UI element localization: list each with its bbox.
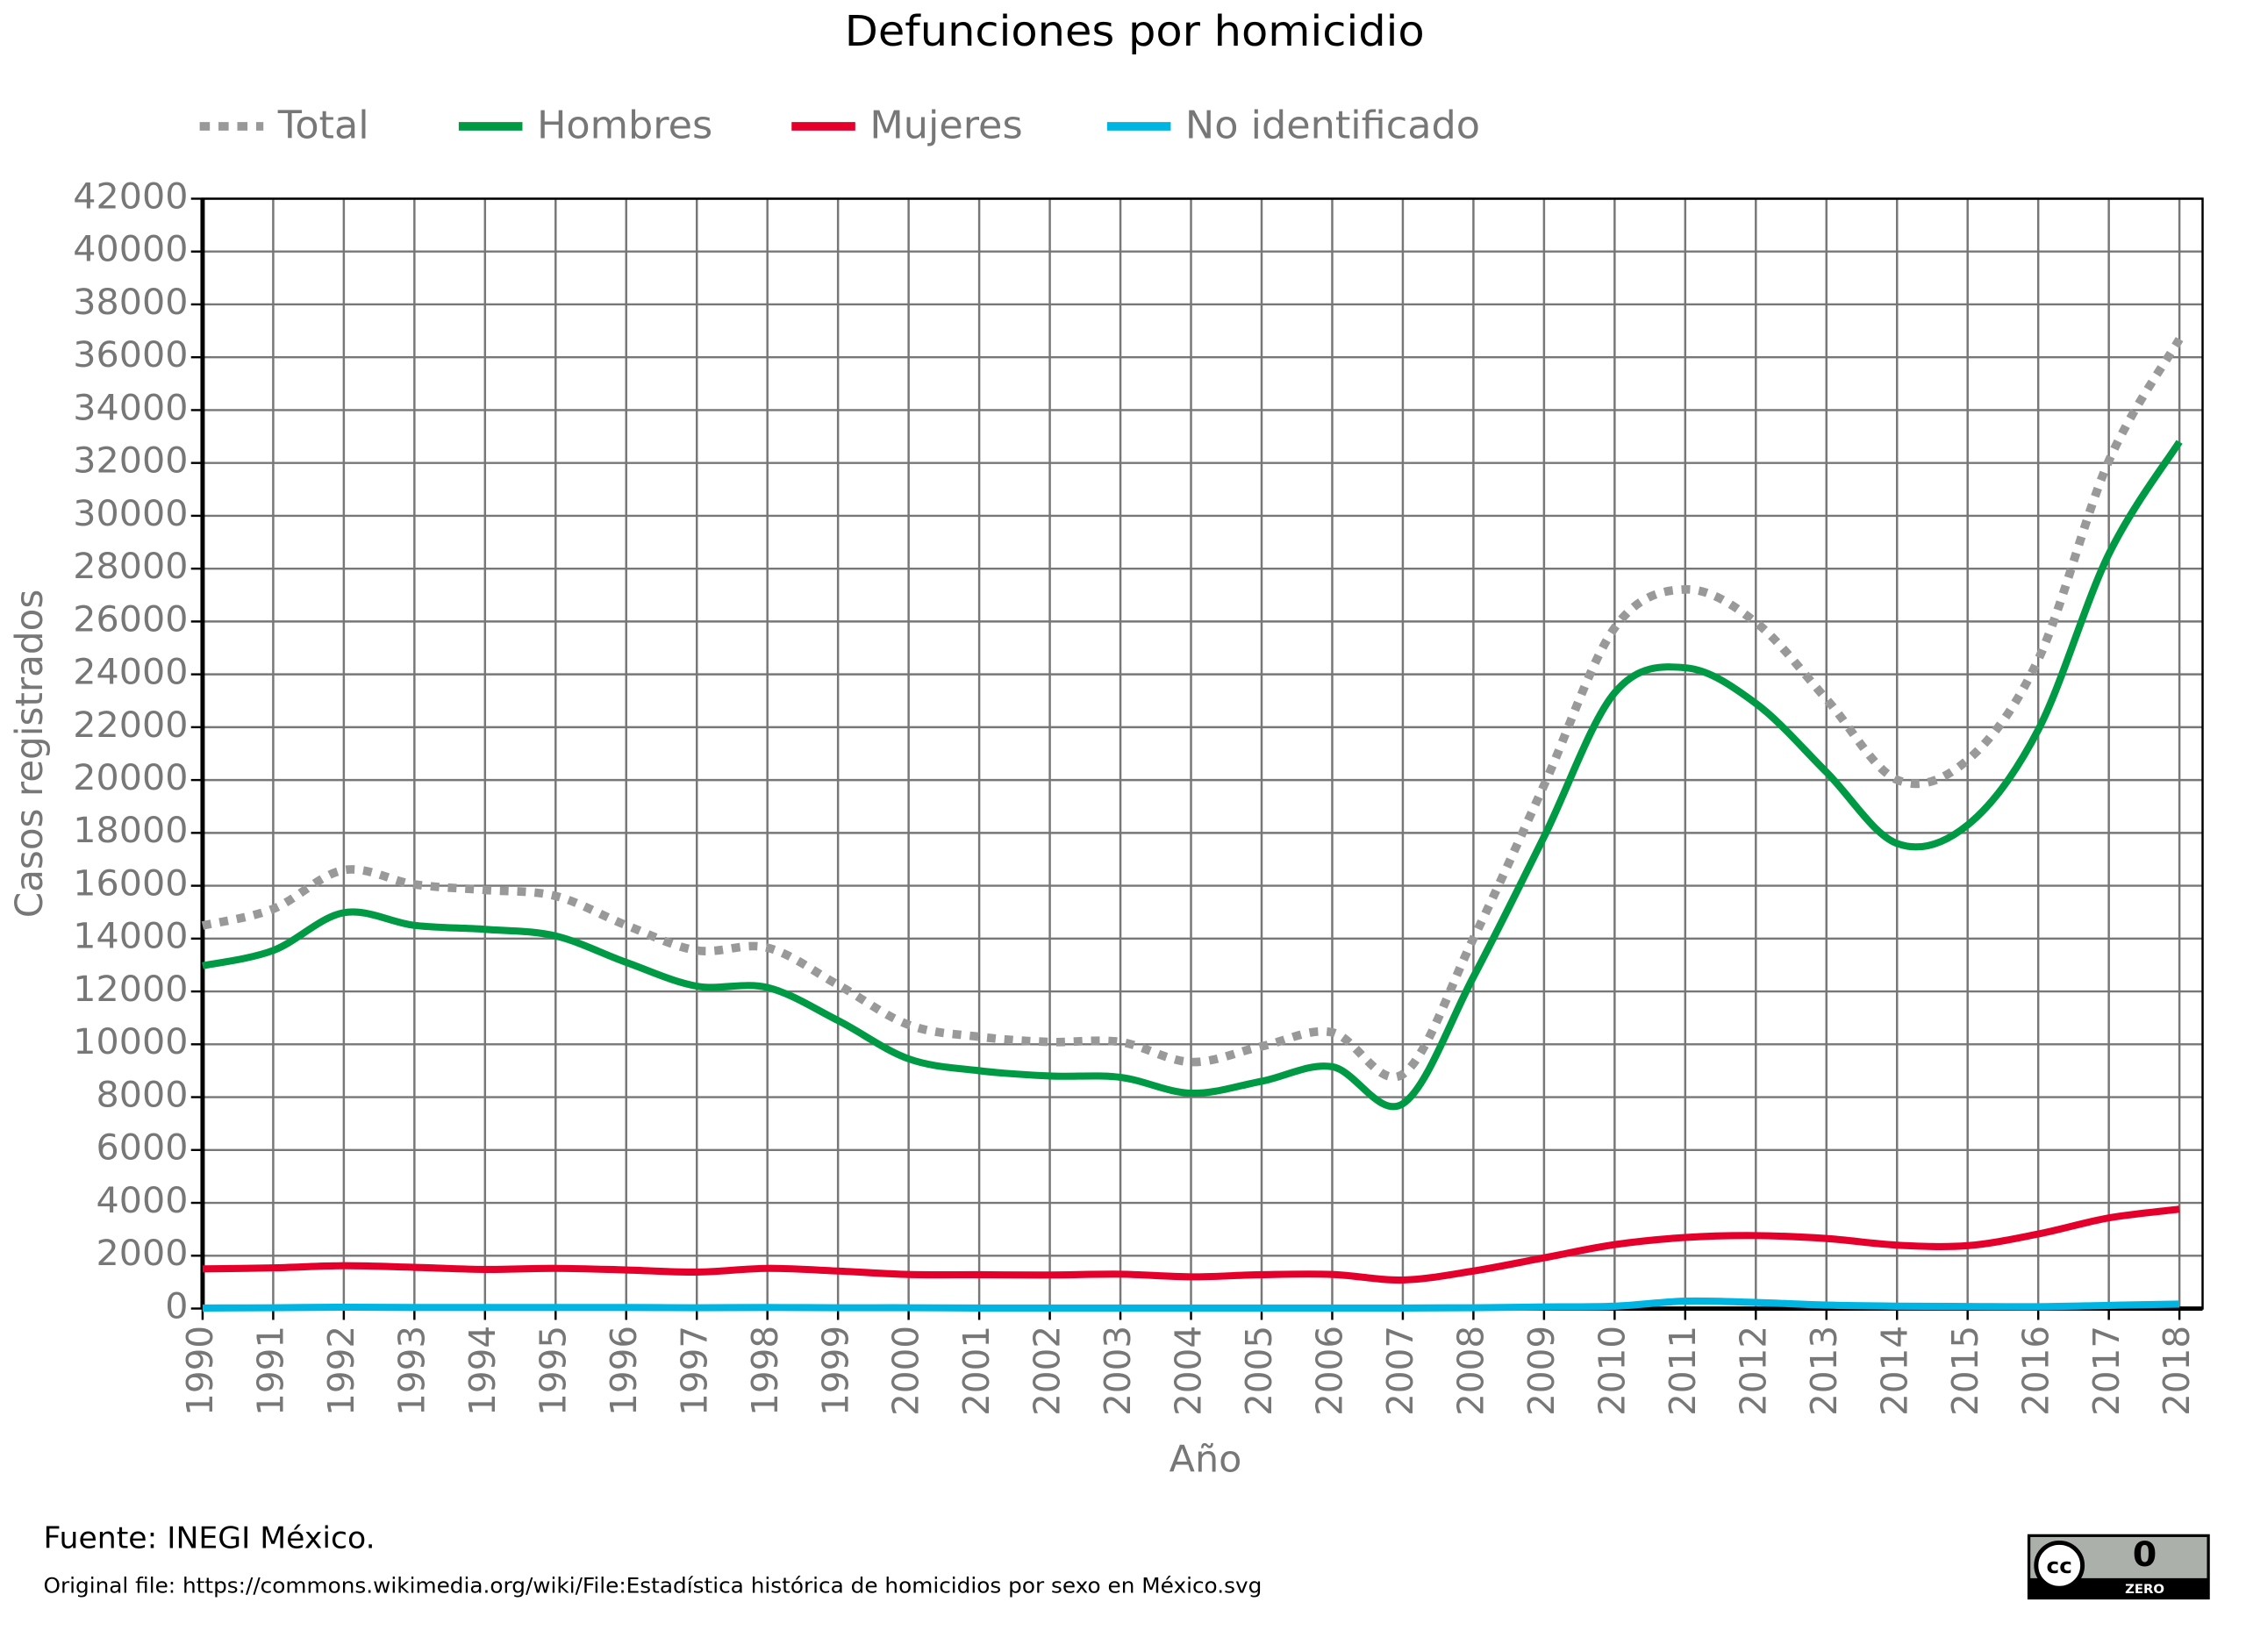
y-tick-label: 12000 <box>73 968 188 1010</box>
x-tick-label: 1994 <box>461 1326 504 1416</box>
chart-title: Defunciones por homicidio <box>845 7 1425 56</box>
x-tick-label: 2018 <box>2156 1326 2198 1416</box>
y-tick-label: 14000 <box>73 915 188 957</box>
x-tick-label: 2010 <box>1591 1326 1633 1416</box>
source: Fuente: INEGI México. <box>43 1521 375 1556</box>
x-tick-label: 2003 <box>1097 1326 1139 1416</box>
y-tick-label: 40000 <box>73 228 188 270</box>
x-tick-label: 2005 <box>1238 1326 1280 1416</box>
y-tick-label: 6000 <box>97 1126 189 1169</box>
x-tick-label: 2012 <box>1732 1326 1774 1416</box>
note: Original file: https://commons.wikimedia… <box>43 1573 1262 1598</box>
y-tick-label: 38000 <box>73 281 188 323</box>
x-tick-label: 1997 <box>673 1326 715 1416</box>
y-axis-label: Casos registrados <box>9 590 52 918</box>
y-tick-label: 20000 <box>73 756 188 798</box>
x-tick-label: 1993 <box>390 1326 433 1416</box>
badge-zero-glyph: 0 <box>2133 1535 2157 1575</box>
x-tick-label: 2013 <box>1803 1326 1845 1416</box>
y-tick-label: 16000 <box>73 862 188 905</box>
y-tick-label: 18000 <box>73 810 188 852</box>
y-tick-label: 10000 <box>73 1021 188 1063</box>
legend-item: Total <box>199 104 369 148</box>
y-tick-label: 0 <box>165 1285 188 1327</box>
x-tick-label: 2007 <box>1379 1326 1421 1416</box>
x-tick-label: 2002 <box>1026 1326 1068 1416</box>
x-tick-label: 2014 <box>1873 1326 1915 1416</box>
cc-badge: cc ZERO 0 <box>2027 1534 2210 1600</box>
x-tick-label: 1996 <box>602 1326 644 1416</box>
plot-frame <box>201 197 2204 1310</box>
legend-label: Hombres <box>537 104 712 148</box>
y-tick-label: 22000 <box>73 704 188 746</box>
y-tick-label: 4000 <box>97 1179 189 1221</box>
series-line <box>202 440 2183 1111</box>
y-tick-label: 2000 <box>97 1233 189 1275</box>
x-tick-label: 2017 <box>2085 1326 2127 1416</box>
x-axis-label: Año <box>1169 1439 1242 1482</box>
x-tick-label: 2015 <box>1943 1326 1985 1416</box>
y-tick-label: 42000 <box>73 175 188 218</box>
badge-cc: cc <box>2047 1553 2072 1578</box>
y-tick-label: 26000 <box>73 598 188 640</box>
badge-zero: ZERO <box>2125 1582 2164 1597</box>
y-tick-label: 8000 <box>97 1074 189 1116</box>
x-tick-label: 1991 <box>249 1326 291 1416</box>
legend-label: No identificado <box>1185 104 1480 148</box>
legend-label: Total <box>277 104 369 148</box>
y-tick-label: 30000 <box>73 492 188 534</box>
legend-item: No identificado <box>1106 104 1480 148</box>
x-tick-label: 2009 <box>1520 1326 1563 1416</box>
x-tick-label: 2011 <box>1662 1326 1704 1416</box>
x-tick-label: 2016 <box>2014 1326 2056 1416</box>
legend-item: Hombres <box>458 104 712 148</box>
x-tick-label: 2004 <box>1167 1326 1209 1416</box>
y-tick-label: 24000 <box>73 651 188 693</box>
x-tick-label: 2006 <box>1308 1326 1350 1416</box>
y-tick-label: 28000 <box>73 545 188 587</box>
x-tick-label: 2008 <box>1449 1326 1491 1416</box>
legend-label: Mujeres <box>869 104 1022 148</box>
x-tick-label: 2001 <box>955 1326 998 1416</box>
series-line <box>202 1297 2180 1312</box>
y-tick-label: 32000 <box>73 440 188 482</box>
x-tick-label: 1990 <box>179 1326 221 1416</box>
x-tick-label: 1999 <box>814 1326 856 1416</box>
y-tick-label: 34000 <box>73 387 188 429</box>
x-tick-label: 2000 <box>884 1326 926 1416</box>
series-line <box>201 337 2184 1082</box>
x-tick-label: 1992 <box>320 1326 362 1416</box>
y-tick-label: 36000 <box>73 333 188 375</box>
series-line <box>202 1205 2180 1284</box>
x-tick-label: 1998 <box>743 1326 785 1416</box>
legend-item: Mujeres <box>791 104 1023 148</box>
x-tick-label: 1995 <box>532 1326 574 1416</box>
